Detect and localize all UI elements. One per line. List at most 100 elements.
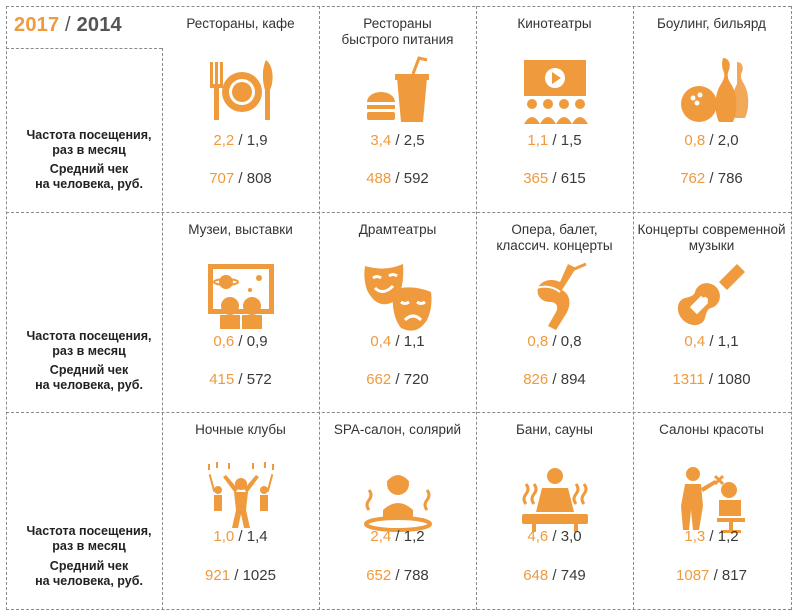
frequency-value: 1,1 / 1,5 [476, 132, 633, 149]
check-row-label-line: на человека, руб. [35, 177, 143, 191]
check-row-label: Средний чек на человека, руб. [6, 162, 172, 192]
check-2017: 762 [680, 170, 706, 187]
frequency-2017: 4,6 [527, 528, 549, 545]
legend-separator: / [59, 14, 77, 36]
frequency-2014: 1,1 [403, 333, 425, 350]
category-title: Драмтеатры [319, 222, 476, 238]
grid-line-horizontal [6, 6, 791, 7]
check-2017: 415 [209, 371, 235, 388]
frequency-row-label: Частота посещения, раз в месяц [6, 128, 172, 158]
category-cell: Ночные клубы 1,0 / 1,4 921 / 1025 [162, 412, 319, 612]
category-title-line: классич. концерты [496, 238, 613, 253]
legend-year-2017: 2017 [14, 14, 60, 36]
frequency-value: 2,4 / 1,2 [319, 528, 476, 545]
check-2014: 1025 [242, 567, 276, 584]
check-value: 707 / 808 [162, 170, 319, 187]
check-2014: 1080 [717, 371, 751, 388]
museum-icon [204, 260, 278, 334]
category-title-line: Рестораны, кафе [186, 16, 295, 31]
frequency-2014: 1,2 [403, 528, 425, 545]
frequency-2014: 1,5 [560, 132, 582, 149]
frequency-row-label-line: Частота посещения, [26, 128, 152, 142]
frequency-2014: 1,9 [246, 132, 268, 149]
value-separator: / [705, 170, 718, 187]
check-value: 648 / 749 [476, 567, 633, 584]
check-2014: 786 [717, 170, 743, 187]
frequency-2017: 1,0 [213, 528, 235, 545]
year-legend: 2017 / 2014 [14, 14, 122, 37]
category-title-line: Кинотеатры [517, 16, 592, 31]
guitar-icon [675, 260, 749, 334]
frequency-2017: 3,4 [370, 132, 392, 149]
value-separator: / [391, 132, 404, 149]
check-row-label: Средний чек на человека, руб. [6, 559, 172, 589]
check-value: 826 / 894 [476, 371, 633, 388]
category-cell: Опера, балет, классич. концерты 0,8 / 0,8… [476, 212, 633, 412]
category-cell: Рестораны быстрого питания 3,4 / 2,5 488 /… [319, 6, 476, 206]
check-2014: 615 [560, 170, 586, 187]
frequency-value: 0,4 / 1,1 [633, 333, 790, 350]
category-title: Музеи, выставки [162, 222, 319, 238]
value-separator: / [234, 371, 247, 388]
frequency-value: 0,8 / 2,0 [633, 132, 790, 149]
frequency-2014: 2,5 [403, 132, 425, 149]
frequency-2014: 1,2 [717, 528, 739, 545]
frequency-2014: 2,0 [717, 132, 739, 149]
frequency-row-label: Частота посещения, раз в месяц [6, 524, 172, 554]
category-title-line: быстрого питания [341, 32, 454, 47]
category-title: Боулинг, бильярд [633, 16, 790, 32]
plate-fork-knife-icon [204, 54, 278, 128]
grid-line-vertical [6, 6, 7, 610]
check-2017: 488 [366, 170, 392, 187]
frequency-row-label: Частота посещения, раз в месяц [6, 329, 172, 359]
check-value: 652 / 788 [319, 567, 476, 584]
category-title: Концерты современной музыки [633, 222, 790, 254]
ballet-shoe-icon [518, 260, 592, 334]
value-separator: / [234, 333, 247, 350]
category-title: Ночные клубы [162, 422, 319, 438]
grid-line-vertical [319, 6, 320, 610]
check-value: 1087 / 817 [633, 567, 790, 584]
value-separator: / [548, 528, 561, 545]
value-separator: / [548, 567, 561, 584]
category-title: Бани, сауны [476, 422, 633, 438]
check-row-label-line: Средний чек [49, 363, 129, 377]
frequency-value: 0,8 / 0,8 [476, 333, 633, 350]
bowling-icon [675, 54, 749, 128]
check-2014: 720 [403, 371, 429, 388]
frequency-2014: 1,4 [246, 528, 268, 545]
frequency-2017: 0,4 [370, 333, 392, 350]
category-title-line: Салоны красоты [659, 422, 764, 437]
check-2014: 592 [403, 170, 429, 187]
category-cell: Драмтеатры 0,4 / 1,1 662 / 720 [319, 212, 476, 412]
value-separator: / [234, 528, 247, 545]
value-separator: / [391, 567, 404, 584]
spa-icon [361, 460, 435, 534]
frequency-value: 0,6 / 0,9 [162, 333, 319, 350]
frequency-2014: 1,1 [717, 333, 739, 350]
frequency-value: 4,6 / 3,0 [476, 528, 633, 545]
check-value: 415 / 572 [162, 371, 319, 388]
check-2014: 894 [560, 371, 586, 388]
check-2017: 826 [523, 371, 549, 388]
value-separator: / [391, 528, 404, 545]
frequency-row-label-line: раз в месяц [52, 539, 126, 553]
check-2014: 749 [560, 567, 586, 584]
value-separator: / [391, 170, 404, 187]
legend-box [6, 8, 162, 49]
check-row-label-line: Средний чек [49, 162, 129, 176]
value-separator: / [391, 371, 404, 388]
check-row-label-line: Средний чек [49, 559, 129, 573]
check-row-label-line: на человека, руб. [35, 378, 143, 392]
category-title: Салоны красоты [633, 422, 790, 438]
frequency-row-label-line: раз в месяц [52, 143, 126, 157]
category-title: SPA-салон, солярий [319, 422, 476, 438]
check-value: 1311 / 1080 [633, 371, 790, 388]
grid-line-vertical [162, 48, 163, 610]
category-title-line: Музеи, выставки [188, 222, 293, 237]
check-value: 662 / 720 [319, 371, 476, 388]
frequency-2014: 3,0 [560, 528, 582, 545]
value-separator: / [548, 132, 561, 149]
category-title-line: Концерты современной [637, 222, 786, 237]
check-2014: 572 [246, 371, 272, 388]
